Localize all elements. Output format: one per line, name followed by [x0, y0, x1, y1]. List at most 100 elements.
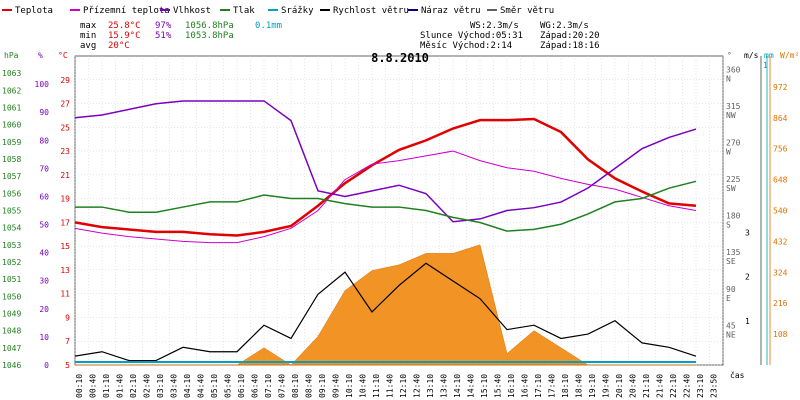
stat-max-hum: 97%	[155, 21, 172, 31]
tick-label-wm: 756	[773, 145, 788, 154]
legend-label: Rychlost větru	[333, 6, 409, 16]
tick-label-card: NW	[726, 111, 736, 120]
series-line-vlhkost	[74, 100, 697, 223]
tick-label-hpa: 1060	[2, 121, 21, 130]
tick-label-pct: 60	[39, 192, 49, 201]
tick-label-hpa: 1052	[2, 258, 21, 267]
time-label: 05:10	[210, 374, 219, 398]
time-label: 11:40	[385, 374, 394, 398]
legend-label: Vlhkost	[173, 6, 211, 16]
tick-label-temp: 15	[60, 242, 70, 251]
time-label: 11:10	[372, 374, 381, 398]
time-label: 04:40	[196, 374, 205, 398]
tick-label-dir: 90	[726, 285, 736, 294]
info-moon: Měsíc Východ:2:14	[420, 41, 512, 51]
stat-max-temp: 25.8°C	[108, 21, 141, 31]
time-axis: 00:10 00:40 01:10 01:40 02:10 02:40 03:10 03:40…	[75, 374, 719, 398]
time-label: 16:40	[520, 374, 529, 398]
time-label: 13:10	[426, 374, 435, 398]
time-label: 02:40	[142, 374, 151, 398]
tick-label-wm: 972	[773, 83, 788, 92]
tick-label-wm: 324	[773, 268, 788, 277]
series-lines	[74, 100, 697, 363]
tick-label-temp: 7	[65, 337, 70, 346]
unit-time: čas	[730, 370, 745, 380]
tick-label-hpa: 1053	[2, 241, 21, 250]
series-line-rychlost-větru	[74, 262, 697, 362]
stat-avg-temp: 20°C	[108, 41, 130, 51]
tick-label-ms: 2	[745, 273, 750, 282]
legend-label: Směr větru	[500, 6, 554, 16]
stat-max-rain: 0.1mm	[255, 21, 282, 31]
time-label: 21:10	[642, 374, 651, 398]
tick-label-hpa: 1062	[2, 86, 21, 95]
time-label: 18:40	[574, 374, 583, 398]
tick-label-hpa: 1058	[2, 155, 21, 164]
solar-radiation-area	[75, 244, 696, 366]
tick-label-temp: 19	[60, 195, 70, 204]
tick-label-temp: 23	[60, 147, 70, 156]
axis-unit-headers: hPa % °C ° m/s mm W/m² čas	[4, 51, 799, 380]
time-label: 08:10	[291, 374, 300, 398]
info-wg: WG:2.3m/s	[540, 21, 589, 31]
legend-label: Tlak	[233, 6, 255, 16]
legend: Teplota Přízemní teplota Vlhkost Tlak Srážky…	[2, 6, 554, 16]
tick-label-hpa: 1048	[2, 327, 21, 336]
tick-label-temp: 27	[60, 100, 70, 109]
tick-label-ms: 3	[745, 228, 750, 237]
time-label: 22:40	[682, 374, 691, 398]
tick-label-pct: 0	[44, 361, 49, 370]
tick-label-card: SE	[726, 257, 736, 266]
series-line-teplota	[74, 117, 697, 237]
tick-label-temp: 5	[65, 361, 70, 370]
time-label: 02:10	[129, 374, 138, 398]
tick-label-hpa: 1055	[2, 207, 21, 216]
legend-label: Srážky	[281, 6, 314, 16]
tick-label-pct: 90	[39, 108, 49, 117]
tick-label-hpa: 1047	[2, 344, 21, 353]
stat-min-label: min	[80, 31, 96, 41]
tick-label-card: E	[726, 294, 731, 303]
time-label: 18:10	[561, 374, 570, 398]
tick-label-card: NE	[726, 330, 736, 339]
time-label: 07:40	[277, 374, 286, 398]
time-label: 19:10	[588, 374, 597, 398]
tick-label-temp: 21	[60, 171, 70, 180]
tick-label-dir: 225	[726, 175, 741, 184]
info-sun: Slunce Východ:05:31	[420, 31, 523, 41]
solar-series	[75, 244, 696, 366]
tick-label-temp: 11	[60, 290, 70, 299]
tick-label-temp: 25	[60, 123, 70, 132]
tick-label-pct: 50	[39, 221, 49, 230]
tick-label-pct: 70	[39, 164, 49, 173]
tick-label-wm: 864	[773, 114, 788, 123]
time-label: 12:10	[399, 374, 408, 398]
unit-mm: mm	[764, 51, 774, 60]
time-label: 16:10	[507, 374, 516, 398]
time-label: 03:10	[156, 374, 165, 398]
time-label: 23:50	[709, 374, 718, 398]
legend-label: Teplota	[15, 6, 53, 16]
tick-label-mm: 1	[763, 61, 768, 70]
time-label: 08:40	[304, 374, 313, 398]
tick-label-card: N	[726, 74, 731, 83]
tick-label-card: S	[726, 221, 731, 230]
astro-info: WS:2.3m/s WG:2.3m/s Slunce Východ:05:31 …	[420, 21, 600, 51]
tick-label-dir: 135	[726, 248, 741, 257]
stat-min-press: 1053.8hPa	[185, 31, 234, 41]
time-label: 15:40	[493, 374, 502, 398]
time-label: 20:10	[615, 374, 624, 398]
tick-label-dir: 45	[726, 321, 736, 330]
stats-block: max 25.8°C 97% 1056.8hPa 0.1mm min 15.9°…	[80, 21, 282, 51]
time-label: 14:10	[453, 374, 462, 398]
time-label: 21:40	[655, 374, 664, 398]
time-label: 00:10	[75, 374, 84, 398]
unit-wm: W/m²	[780, 51, 799, 60]
stat-min-hum: 51%	[155, 31, 172, 41]
tick-label-card: SW	[726, 184, 736, 193]
tick-label-temp: 13	[60, 266, 70, 275]
tick-label-pct: 100	[35, 80, 50, 89]
stat-max-label: max	[80, 21, 97, 31]
time-label: 01:40	[115, 374, 124, 398]
